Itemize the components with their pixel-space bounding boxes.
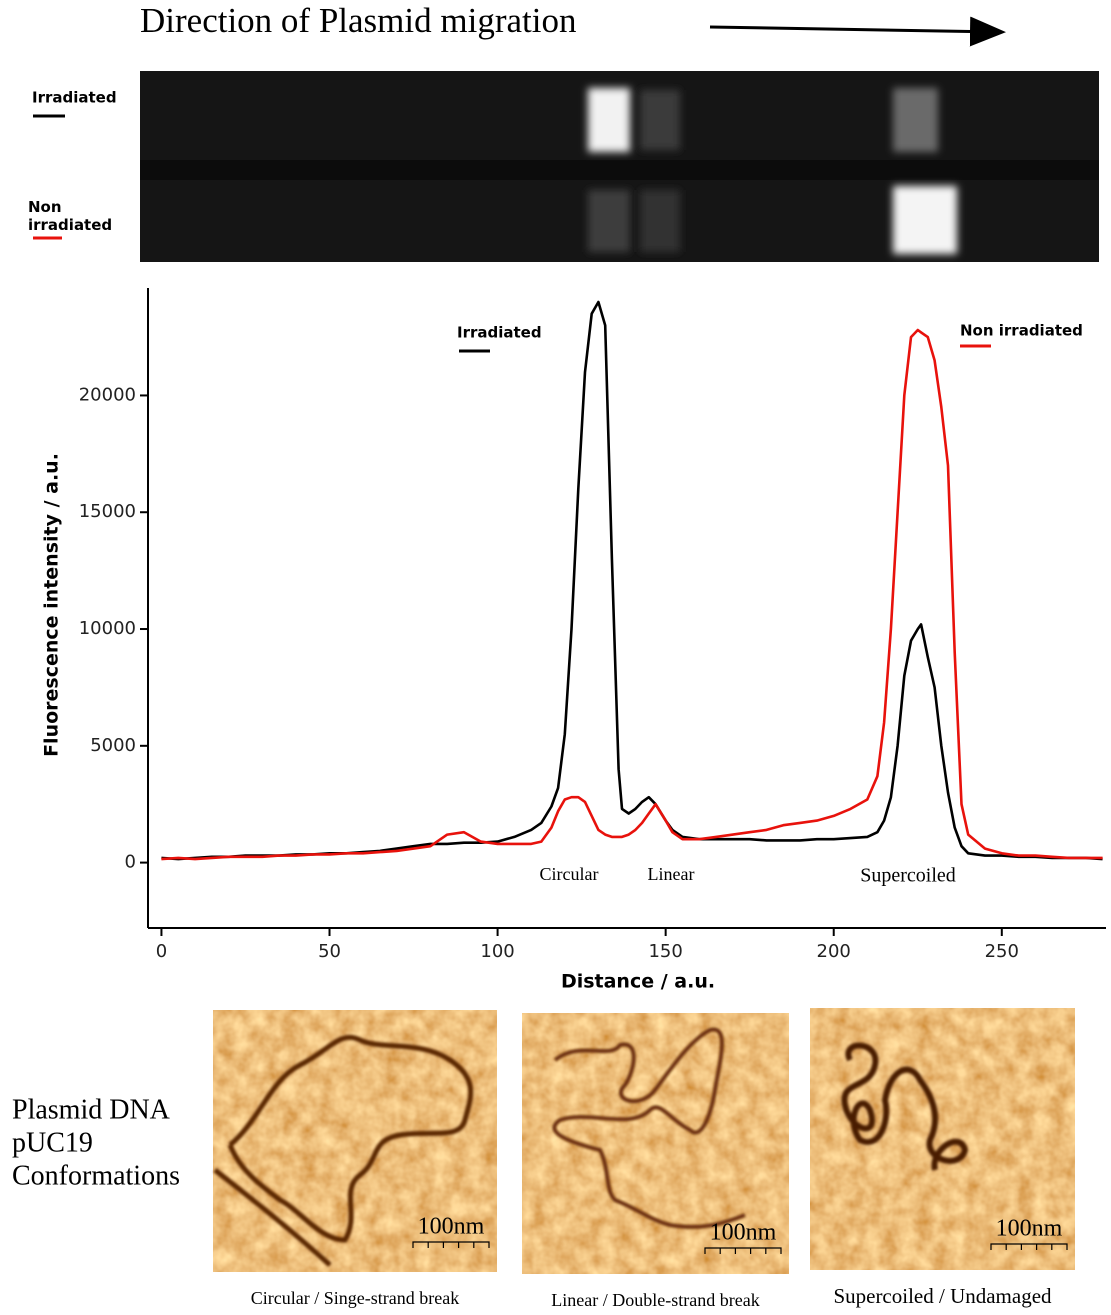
scale-bar xyxy=(990,1243,1068,1250)
y-tick-label: 20000 xyxy=(79,384,136,405)
gel-label: Irradiated xyxy=(32,89,117,107)
scale-label: 100nm xyxy=(710,1220,777,1246)
y-tick-label: 0 xyxy=(125,852,136,873)
afm-title: Plasmid DNA xyxy=(12,1094,171,1125)
scale-bar xyxy=(412,1241,490,1248)
y-tick-label: 10000 xyxy=(79,618,136,639)
panel-caption: Supercoiled / Undamaged xyxy=(833,1284,1052,1308)
afm-panel xyxy=(213,1010,497,1272)
panel-caption: Circular / Singe-strand break xyxy=(251,1288,459,1308)
afm-title: Conformations xyxy=(12,1160,180,1191)
x-tick-label: 200 xyxy=(817,941,851,962)
gel-image xyxy=(140,71,1099,262)
gel-label: Non irradiated xyxy=(28,198,113,234)
y-tick-label: 15000 xyxy=(79,501,136,522)
scale-bar xyxy=(704,1247,782,1254)
chart: Distance / a.u. Fluorescence intensity /… xyxy=(41,288,1106,993)
legend-label: Non irradiated xyxy=(960,322,1083,340)
x-tick-label: 100 xyxy=(480,941,514,962)
annotation: Supercoiled xyxy=(860,865,956,887)
y-tick-label: 5000 xyxy=(90,735,136,756)
series-line xyxy=(161,328,1103,861)
y-axis-label: Fluorescence intensity / a.u. xyxy=(41,453,63,757)
gel-label-box: Non irradiated xyxy=(28,198,113,234)
x-axis-label: Distance / a.u. xyxy=(561,971,715,993)
afm-panel xyxy=(810,1008,1075,1270)
x-tick-label: 250 xyxy=(985,941,1019,962)
legend-label: Irradiated xyxy=(457,324,542,342)
afm-panel xyxy=(522,1013,789,1274)
scale-label: 100nm xyxy=(996,1216,1063,1242)
annotation: Linear xyxy=(648,864,695,884)
scale-label: 100nm xyxy=(418,1214,485,1240)
afm-title: pUC19 xyxy=(12,1127,93,1158)
x-tick-label: 150 xyxy=(648,941,682,962)
migration-arrow xyxy=(709,16,1006,47)
scale-bars: 100nm Circular / Singe-strand break 100nm L… xyxy=(251,1214,1068,1310)
x-tick-label: 50 xyxy=(318,941,341,962)
x-tick-label: 0 xyxy=(156,941,167,962)
panel-caption: Linear / Double-strand break xyxy=(551,1290,759,1310)
annotation: Circular xyxy=(540,864,599,884)
header-title: Direction of Plasmid migration xyxy=(140,1,576,40)
